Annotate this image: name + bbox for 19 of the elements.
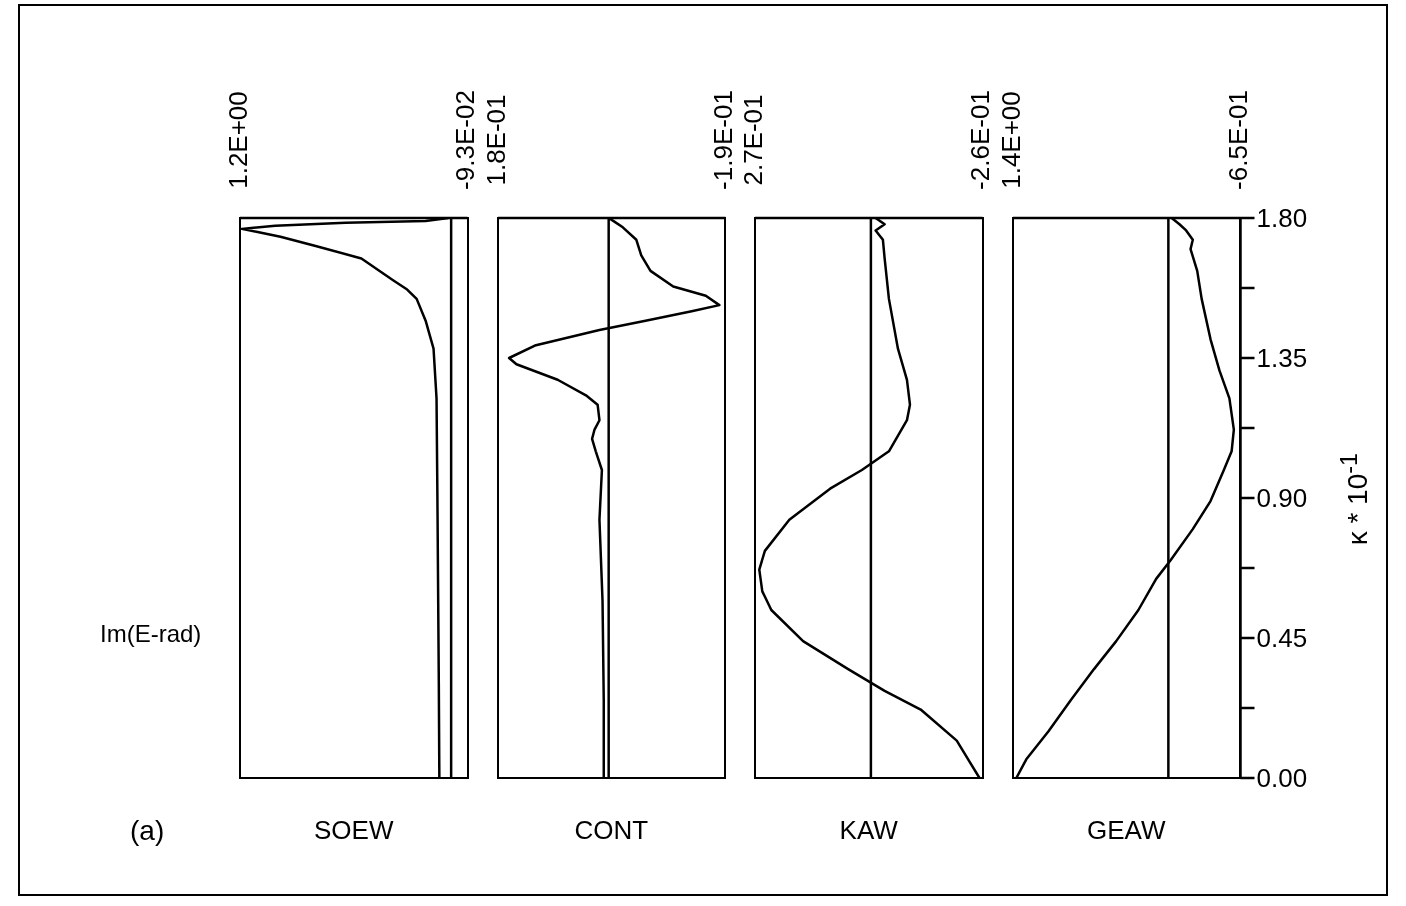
text: (a) — [130, 815, 165, 847]
x-tick-label: -6.5E-01 — [1222, 90, 1253, 190]
text: CONT — [573, 815, 650, 846]
x-tick-label: -2.6E-01 — [965, 90, 996, 190]
x-tick-label: 2.7E-01 — [737, 94, 768, 186]
text: SOEW — [313, 815, 395, 846]
x-tick-label: 1.4E+00 — [995, 91, 1026, 189]
text: KAW — [838, 815, 899, 846]
text: GEAW — [1086, 815, 1167, 846]
x-tick-label: 1.8E-01 — [480, 94, 511, 186]
y-tick-label: 0.00 — [1256, 763, 1307, 794]
x-tick-label: 1.2E+00 — [222, 91, 253, 189]
y-tick-label: 0.90 — [1256, 483, 1307, 514]
y-tick-label: 1.35 — [1256, 343, 1307, 374]
x-tick-label: -9.3E-02 — [450, 90, 481, 190]
y-tick-label: 1.80 — [1256, 203, 1307, 234]
x-tick-label: -1.9E-01 — [707, 90, 738, 190]
y-tick-label: 0.45 — [1256, 623, 1307, 654]
text: Im(E-rad) — [100, 620, 202, 648]
